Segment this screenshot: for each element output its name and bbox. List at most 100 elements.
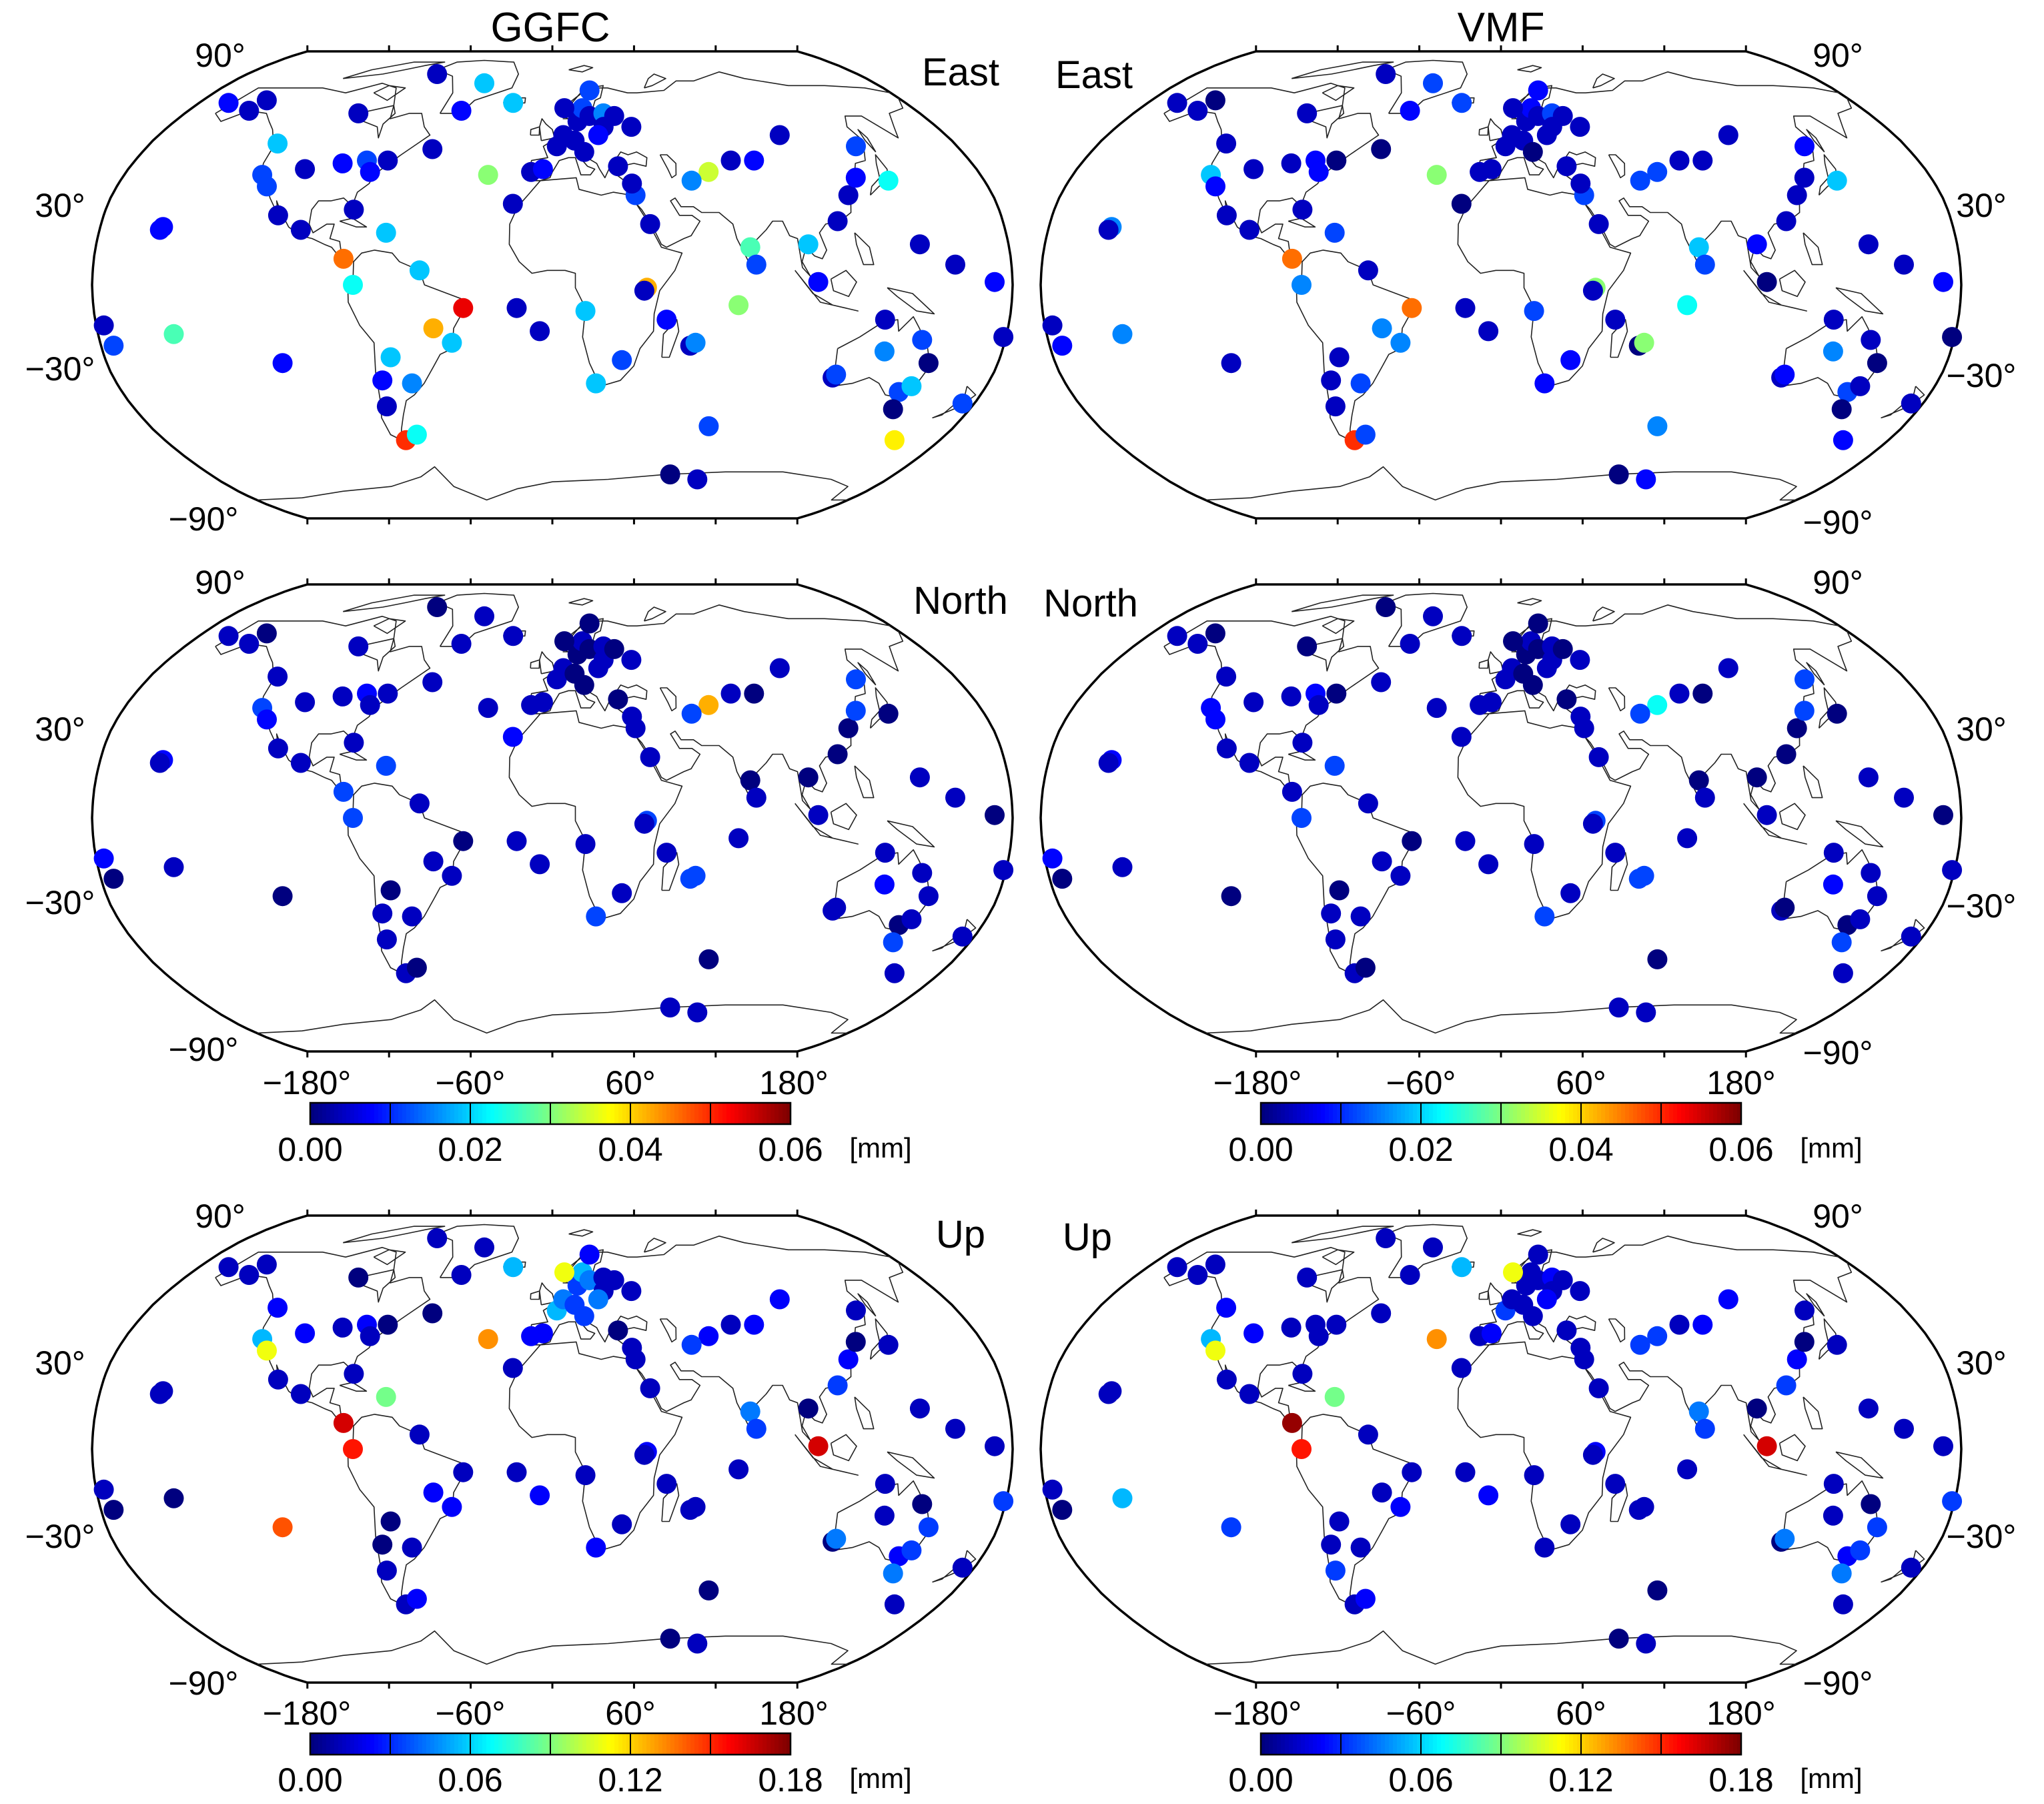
colorbar-segment: [450, 1103, 455, 1124]
colorbar-segment: [610, 1103, 615, 1124]
colorbar-segment: [314, 1103, 319, 1124]
station-marker: [1098, 753, 1119, 773]
colorbar-segment: [1449, 1103, 1454, 1124]
station-marker: [575, 1465, 596, 1486]
colorbar-segment: [730, 1103, 735, 1124]
colorbar-segment: [598, 1733, 603, 1755]
colorbar-segment: [1453, 1103, 1458, 1124]
coastline: [373, 618, 406, 634]
station-marker: [1831, 932, 1852, 953]
station-marker: [1325, 929, 1346, 950]
station-marker: [993, 860, 1014, 881]
colorbar-segment: [402, 1103, 407, 1124]
station-marker: [1426, 698, 1447, 719]
station-marker: [502, 1358, 523, 1378]
colorbar-segment: [342, 1103, 347, 1124]
coastline: [857, 1293, 877, 1317]
colorbar-segment: [1445, 1103, 1450, 1124]
colorbar-segment: [1621, 1733, 1626, 1755]
colorbar-segment: [630, 1733, 635, 1755]
station-marker: [656, 1474, 677, 1494]
station-marker: [380, 347, 401, 368]
station-marker: [1426, 1329, 1447, 1350]
station-marker: [1794, 167, 1815, 188]
lat-label-30s: −30°: [25, 884, 95, 921]
map-outline: [1039, 583, 1963, 1053]
colorbar-segment: [466, 1733, 471, 1755]
colorbar-segment: [1353, 1733, 1358, 1755]
map-panel-ggfc-east: [91, 45, 1014, 524]
colorbar-segment: [1737, 1733, 1742, 1755]
colorbar-segment: [582, 1733, 587, 1755]
station-marker: [769, 658, 790, 679]
colorbar-segment: [434, 1733, 439, 1755]
station-marker: [827, 1375, 848, 1396]
station-marker: [423, 851, 444, 872]
coastline: [830, 803, 857, 831]
station-marker: [985, 272, 1005, 292]
colorbar-segment: [1329, 1733, 1334, 1755]
station-marker: [1570, 650, 1590, 670]
colorbar-segment: [1337, 1733, 1342, 1755]
station-marker: [808, 1436, 829, 1456]
station-marker: [1324, 222, 1345, 243]
colorbar-segment: [594, 1733, 599, 1755]
station-marker: [845, 167, 866, 188]
station-marker: [698, 161, 719, 182]
colorbar-segment: [558, 1733, 563, 1755]
station-marker: [1524, 834, 1544, 855]
colorbar-segment: [322, 1733, 327, 1755]
colorbar-segment: [1585, 1103, 1590, 1124]
station-marker: [740, 1401, 760, 1422]
colorbar-segment: [538, 1103, 543, 1124]
colorbar-segment: [1613, 1733, 1618, 1755]
colorbar-segment: [394, 1103, 399, 1124]
station-marker: [1570, 1338, 1591, 1358]
colorbar-segment: [1281, 1733, 1286, 1755]
station-marker: [1560, 883, 1581, 903]
station-marker: [532, 1323, 553, 1344]
station-marker: [1324, 1386, 1345, 1407]
colorbar-segment: [1645, 1733, 1650, 1755]
station-marker: [474, 1237, 494, 1258]
colorbar-segment: [510, 1733, 515, 1755]
lon-label-180e: 180°: [759, 1064, 828, 1101]
colorbar-up-ggfc: [309, 1732, 792, 1756]
station-marker: [687, 1002, 708, 1023]
station-marker: [332, 153, 353, 173]
colorbar-segment: [550, 1733, 555, 1755]
station-marker: [376, 1560, 397, 1581]
station-marker: [1534, 1537, 1555, 1558]
station-marker: [1823, 341, 1843, 362]
colorbar-segment: [1441, 1103, 1446, 1124]
colorbar-segment: [710, 1103, 715, 1124]
colorbar-segment: [586, 1103, 591, 1124]
colorbar-segment: [1365, 1103, 1370, 1124]
colorbar-segment: [406, 1733, 411, 1755]
station-marker: [348, 1267, 369, 1288]
station-marker: [343, 808, 363, 828]
colorbar-segment: [1673, 1733, 1678, 1755]
lat-label-30s: −30°: [25, 1518, 95, 1555]
station-marker: [93, 1479, 114, 1500]
station-marker: [740, 770, 760, 791]
station-marker: [1350, 906, 1371, 927]
station-marker: [218, 93, 239, 113]
station-marker: [1239, 1384, 1259, 1404]
colorbar-segment: [1561, 1103, 1566, 1124]
lat-label-90s: −90°: [169, 1031, 239, 1068]
colorbar-segment: [1305, 1103, 1310, 1124]
colorbar-segment: [634, 1733, 639, 1755]
coastline: [1478, 126, 1489, 136]
station-marker: [1402, 831, 1422, 851]
colorbar-segment: [650, 1103, 655, 1124]
coastline: [1478, 659, 1489, 669]
colorbar-segment: [1437, 1103, 1442, 1124]
station-marker: [1776, 744, 1797, 765]
coastline: [568, 65, 594, 73]
station-marker: [660, 464, 680, 485]
station-marker: [720, 150, 741, 171]
colorbar-segment: [530, 1733, 535, 1755]
station-marker: [1933, 1436, 1953, 1456]
station-marker: [376, 755, 396, 776]
